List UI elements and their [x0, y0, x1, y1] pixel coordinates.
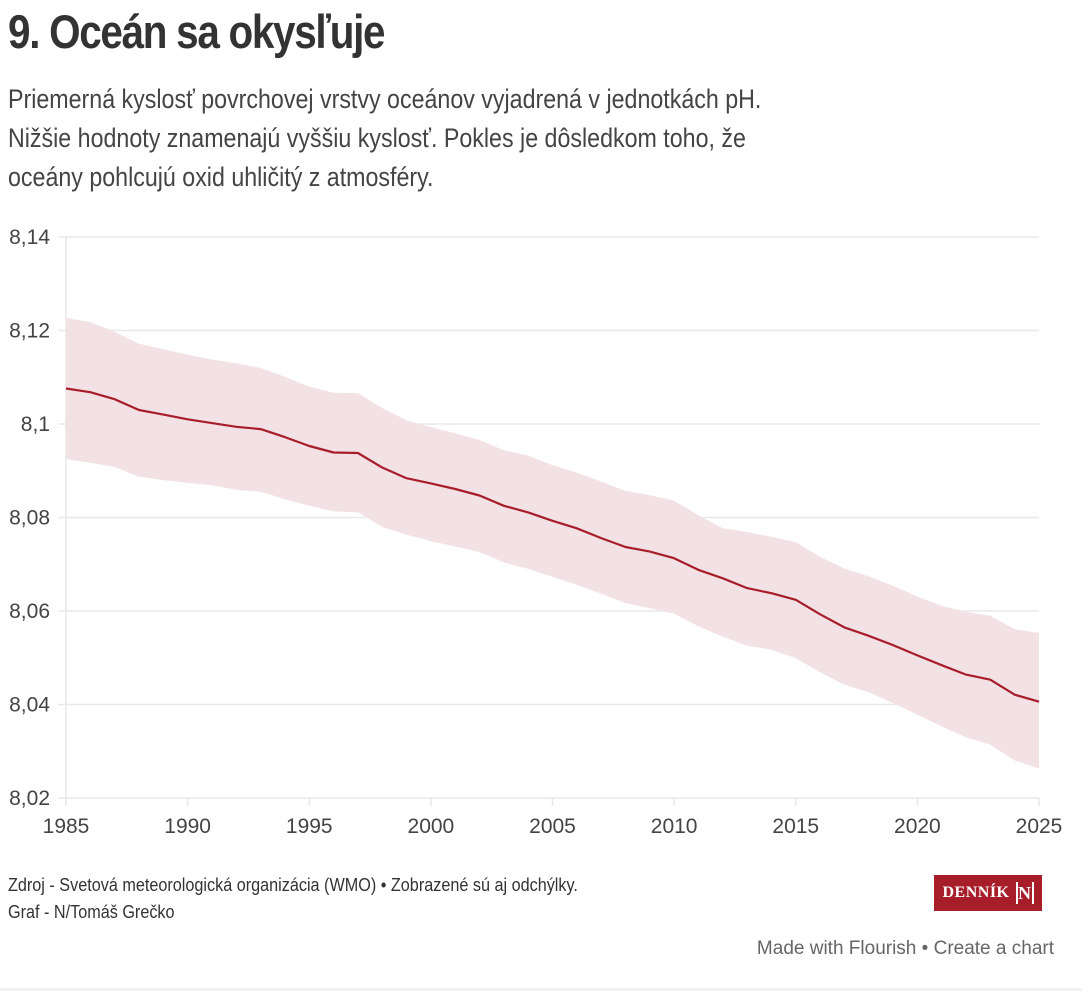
chart-subtitle: Priemerná kyslosť povrchovej vrstvy oceá…: [8, 80, 1023, 197]
source-note: Zdroj - Svetová meteorologická organizác…: [8, 875, 578, 895]
x-tick-label: 1985: [43, 815, 90, 838]
y-tick-label: 8,1: [21, 413, 50, 436]
subtitle-line: Nižšie hodnoty znamenajú vyššiu kyslosť.…: [8, 123, 746, 153]
create-chart-link[interactable]: Create a chart: [933, 938, 1054, 959]
bottom-divider: [0, 988, 1082, 991]
deviation-band-group: [66, 317, 1039, 769]
x-tick-label: 1995: [286, 815, 333, 838]
y-tick-label: 8,06: [9, 600, 50, 623]
y-tick-label: 8,14: [9, 226, 50, 249]
flourish-credit: Made with Flourish • Create a chart: [757, 938, 1054, 960]
deviation-band: [66, 317, 1039, 769]
x-tick-label: 2025: [1016, 815, 1063, 838]
x-tick-label: 2010: [651, 815, 698, 838]
x-tick-label: 1990: [164, 815, 211, 838]
subtitle-line: oceány pohlcujú oxid uhličitý z atmosfér…: [8, 162, 434, 192]
x-tick-label: 2015: [772, 815, 819, 838]
line-chart: 8,02 8,04 8,06 8,08 8,1 8,12 8,14 1985 1990 1995…: [9, 226, 1063, 838]
y-tick-label: 8,02: [9, 787, 50, 810]
x-tick-label: 2000: [408, 815, 455, 838]
made-with-flourish-link[interactable]: Made with Flourish: [756, 938, 917, 959]
x-tick-label: 2020: [894, 815, 941, 838]
logo-n-icon: N: [1015, 882, 1034, 904]
y-tick-label: 8,04: [9, 694, 50, 717]
x-tick-label: 2005: [529, 815, 576, 838]
chart-title: 9. Oceán sa okysľuje: [8, 5, 386, 58]
x-axis: 1985 1990 1995 2000 2005 2010 2015 2020 2025: [43, 815, 1063, 838]
chart-footer: Zdroj - Svetová meteorologická organizác…: [8, 872, 578, 926]
y-tick-label: 8,08: [9, 507, 50, 530]
logo-text: DENNÍK: [942, 884, 1010, 901]
y-axis: 8,02 8,04 8,06 8,08 8,1 8,12 8,14: [9, 226, 50, 810]
ph-line: [65, 387, 1040, 703]
separator: •: [916, 938, 934, 959]
dennik-n-logo[interactable]: DENNÍK N: [934, 875, 1042, 911]
ph-line-group: [65, 387, 1040, 703]
subtitle-line: Priemerná kyslosť povrchovej vrstvy oceá…: [8, 84, 762, 114]
credit-note: Graf - N/Tomáš Grečko: [8, 902, 175, 922]
y-tick-label: 8,12: [9, 320, 50, 343]
